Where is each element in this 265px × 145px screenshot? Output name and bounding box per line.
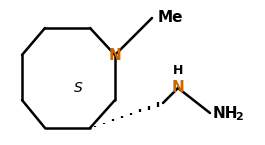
Text: 2: 2 — [236, 112, 243, 122]
Text: N: N — [109, 48, 121, 62]
Text: S: S — [74, 81, 82, 95]
Text: Me: Me — [157, 10, 183, 26]
Text: H: H — [173, 64, 183, 77]
Text: NH: NH — [213, 106, 238, 120]
Text: N: N — [172, 80, 184, 96]
